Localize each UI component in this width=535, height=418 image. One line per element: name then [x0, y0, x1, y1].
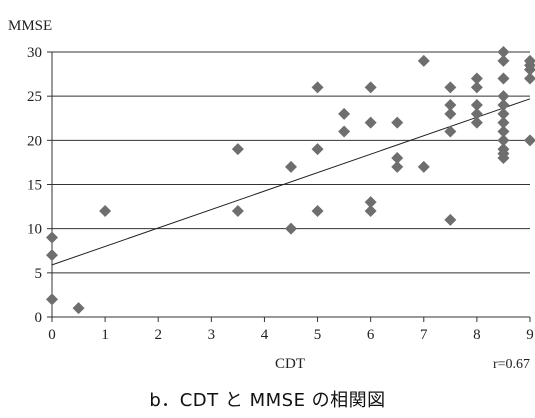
data-point: [497, 72, 510, 85]
data-point: [470, 107, 483, 120]
data-point: [497, 99, 510, 111]
data-point: [364, 196, 377, 209]
y-tick-label: 5: [35, 266, 43, 282]
data-point: [311, 205, 324, 217]
data-point: [524, 72, 535, 85]
data-point: [417, 160, 430, 173]
y-tick-labels: 0 5 10 15 20 25 30: [27, 45, 42, 326]
correlation-annotation: r=0.67: [493, 357, 530, 372]
data-point: [497, 90, 510, 103]
data-point: [338, 107, 351, 120]
data-point: [497, 46, 510, 58]
trendline: [51, 98, 531, 266]
data-point: [364, 116, 377, 129]
data-point: [470, 99, 483, 111]
y-tick-label: 15: [27, 178, 42, 194]
data-point: [231, 205, 244, 217]
y-tick-label: 0: [35, 310, 43, 326]
x-tick-label: 8: [473, 327, 481, 343]
data-point: [391, 116, 404, 129]
data-point: [444, 81, 457, 94]
data-point: [470, 116, 483, 129]
x-tick-label: 3: [208, 327, 216, 343]
data-point: [524, 134, 535, 147]
x-tick-label: 6: [367, 327, 375, 343]
figure-caption: b．CDT と MMSE の相関図: [149, 390, 386, 411]
y-tick-label: 25: [27, 89, 42, 105]
data-point: [99, 205, 112, 217]
x-tick-labels: 0 1 2 3 4 5 6 7 8 9: [48, 327, 534, 343]
data-point: [46, 293, 58, 306]
data-point: [470, 72, 483, 85]
data-point: [391, 152, 404, 164]
x-tick-label: 1: [101, 327, 109, 343]
data-point: [417, 54, 430, 67]
y-axis-title: MMSE: [8, 18, 52, 34]
data-point: [364, 81, 377, 94]
data-point: [444, 107, 457, 120]
x-tick-label: 7: [420, 327, 428, 343]
data-point: [338, 125, 351, 138]
data-point: [497, 116, 510, 129]
scatter-chart: 0 1 2 3 4 5 6 7 8 9 0 5 10 15 20 25 30 MMSE CDT r=0.67: [8, 18, 535, 372]
data-point: [497, 54, 510, 67]
data-point: [46, 231, 58, 244]
data-point: [444, 99, 457, 111]
data-point: [524, 63, 535, 76]
data-point: [46, 249, 58, 262]
y-tick-label: 30: [27, 45, 42, 61]
data-point: [497, 134, 510, 147]
x-tick-label: 5: [314, 327, 322, 343]
data-point: [311, 81, 324, 94]
data-point: [311, 143, 324, 156]
data-point: [497, 107, 510, 120]
data-point: [444, 125, 457, 138]
trendline-group: [51, 98, 531, 266]
data-points: [46, 46, 535, 315]
data-point: [285, 222, 297, 235]
data-point: [72, 302, 85, 315]
y-tick-label: 20: [27, 133, 42, 149]
x-tick-label: 0: [48, 327, 56, 343]
data-point: [364, 205, 377, 217]
data-point: [231, 143, 244, 156]
x-tick-label: 9: [526, 327, 534, 343]
data-point: [470, 81, 483, 94]
x-tick-label: 2: [154, 327, 162, 343]
data-point: [497, 152, 510, 164]
x-tick-label: 4: [261, 327, 269, 343]
data-point: [497, 125, 510, 138]
data-point: [444, 213, 457, 226]
data-point: [391, 160, 404, 173]
axes: [47, 51, 531, 322]
x-axis-title: CDT: [275, 356, 305, 372]
gridlines: [52, 51, 530, 274]
data-point: [285, 160, 297, 173]
y-tick-label: 10: [27, 222, 42, 238]
